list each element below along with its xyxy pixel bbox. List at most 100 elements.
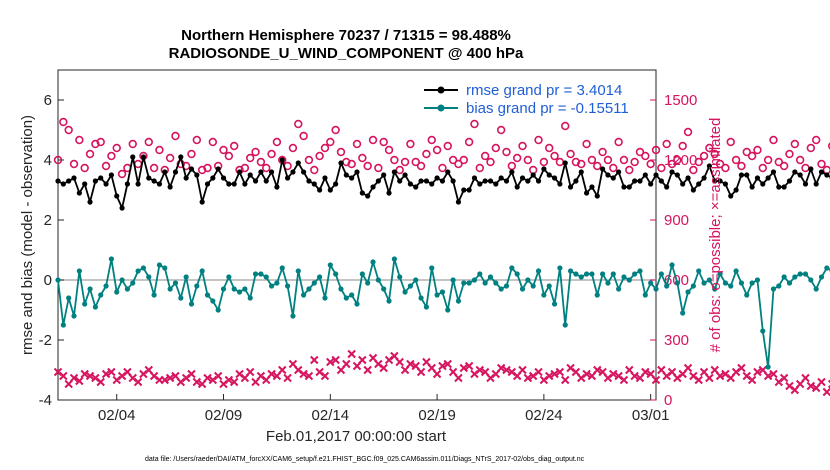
possible-obs-marker — [85, 149, 95, 159]
bias-point — [557, 265, 563, 271]
possible-obs-marker — [534, 135, 543, 145]
bias-point — [119, 277, 125, 283]
possible-obs-marker — [731, 155, 741, 165]
possible-obs-marker — [496, 125, 506, 135]
bias-point — [359, 271, 365, 277]
rmse-point — [738, 172, 745, 178]
rmse-point — [471, 175, 478, 181]
assimilated-obs-marker — [363, 365, 372, 375]
rmse-point — [594, 193, 600, 199]
assimilated-obs-marker — [358, 355, 367, 365]
possible-obs-marker — [251, 147, 260, 157]
assimilated-obs-marker — [107, 367, 116, 377]
assimilated-obs-marker — [432, 369, 442, 379]
rmse-point — [557, 181, 563, 187]
bias-point — [808, 277, 814, 283]
rmse-point — [733, 187, 739, 193]
rmse-point — [402, 172, 408, 178]
possible-obs-marker — [561, 121, 570, 131]
bias-point — [493, 280, 499, 286]
possible-obs-marker — [774, 157, 784, 167]
assimilated-obs-marker — [320, 371, 330, 381]
rmse-point — [397, 178, 403, 184]
rmse-point — [220, 175, 227, 181]
rmse-point — [765, 175, 771, 181]
bias-point — [765, 364, 771, 370]
rmse-point — [525, 178, 531, 184]
bias-point — [274, 280, 280, 286]
possible-obs-marker — [203, 163, 212, 173]
possible-obs-marker — [699, 151, 709, 161]
assimilated-obs-marker — [347, 349, 356, 359]
possible-obs-marker — [673, 155, 682, 165]
possible-obs-marker — [603, 155, 613, 165]
bias-point — [818, 274, 825, 280]
rmse-point — [610, 175, 616, 181]
bias-point — [252, 271, 259, 277]
assimilated-obs-marker — [545, 371, 554, 381]
assimilated-obs-marker — [630, 371, 639, 381]
bias-point — [114, 289, 120, 295]
bias-point — [284, 283, 291, 289]
possible-obs-marker — [352, 139, 362, 149]
bias-point — [92, 304, 98, 310]
bias-point — [728, 283, 734, 289]
bias-point — [776, 283, 782, 289]
rmse-point — [551, 175, 558, 181]
possible-obs-marker — [598, 147, 607, 157]
bias-point — [103, 283, 109, 289]
possible-obs-marker — [117, 169, 127, 179]
rmse-point — [450, 178, 456, 184]
rmse-point — [792, 169, 798, 175]
possible-obs-marker — [822, 165, 830, 175]
bias-point — [498, 286, 504, 292]
assimilated-obs-marker — [651, 375, 661, 385]
rmse-point — [616, 169, 622, 175]
rmse-point — [712, 178, 718, 184]
rmse-point — [167, 184, 173, 190]
rmse-point — [311, 181, 317, 187]
rmse-point — [290, 169, 296, 175]
bias-point — [455, 298, 462, 304]
rmse-point — [605, 172, 611, 178]
bias-point — [66, 295, 72, 301]
series-marks — [53, 117, 830, 397]
bias-point — [172, 280, 179, 286]
possible-obs-marker — [368, 135, 378, 145]
possible-obs-marker — [336, 147, 346, 157]
rmse-point — [114, 193, 120, 199]
possible-obs-marker — [790, 139, 800, 149]
rmse-point — [434, 175, 440, 181]
rmse-point — [626, 184, 632, 190]
possible-obs-marker — [545, 143, 554, 153]
rmse-point — [354, 169, 360, 175]
rmse-point — [226, 181, 232, 187]
bias-point — [151, 292, 157, 298]
possible-obs-marker — [229, 141, 239, 151]
possible-obs-marker — [320, 143, 330, 153]
rmse-point — [541, 166, 547, 172]
rmse-point — [546, 172, 552, 178]
bias-point — [466, 280, 472, 286]
possible-obs-marker — [443, 141, 452, 151]
assimilated-obs-marker — [459, 363, 468, 373]
possible-obs-marker — [678, 141, 687, 151]
possible-obs-marker — [667, 159, 677, 169]
assimilated-obs-marker — [518, 365, 527, 375]
bias-point — [327, 262, 333, 268]
rmse-point — [98, 175, 104, 181]
y-right-tick-label: 0 — [664, 392, 672, 409]
rmse-point — [482, 178, 488, 184]
assimilated-obs-marker — [475, 365, 485, 375]
bias-point — [162, 265, 168, 271]
bias-point — [797, 271, 803, 277]
bias-point — [605, 280, 611, 286]
assimilated-obs-marker — [59, 371, 68, 381]
rmse-point — [82, 181, 88, 187]
rmse-point — [658, 178, 664, 184]
rmse-point — [637, 178, 643, 184]
rmse-point — [722, 181, 729, 187]
bias-point — [178, 295, 184, 301]
rmse-point — [252, 178, 259, 184]
rmse-point — [194, 172, 200, 178]
